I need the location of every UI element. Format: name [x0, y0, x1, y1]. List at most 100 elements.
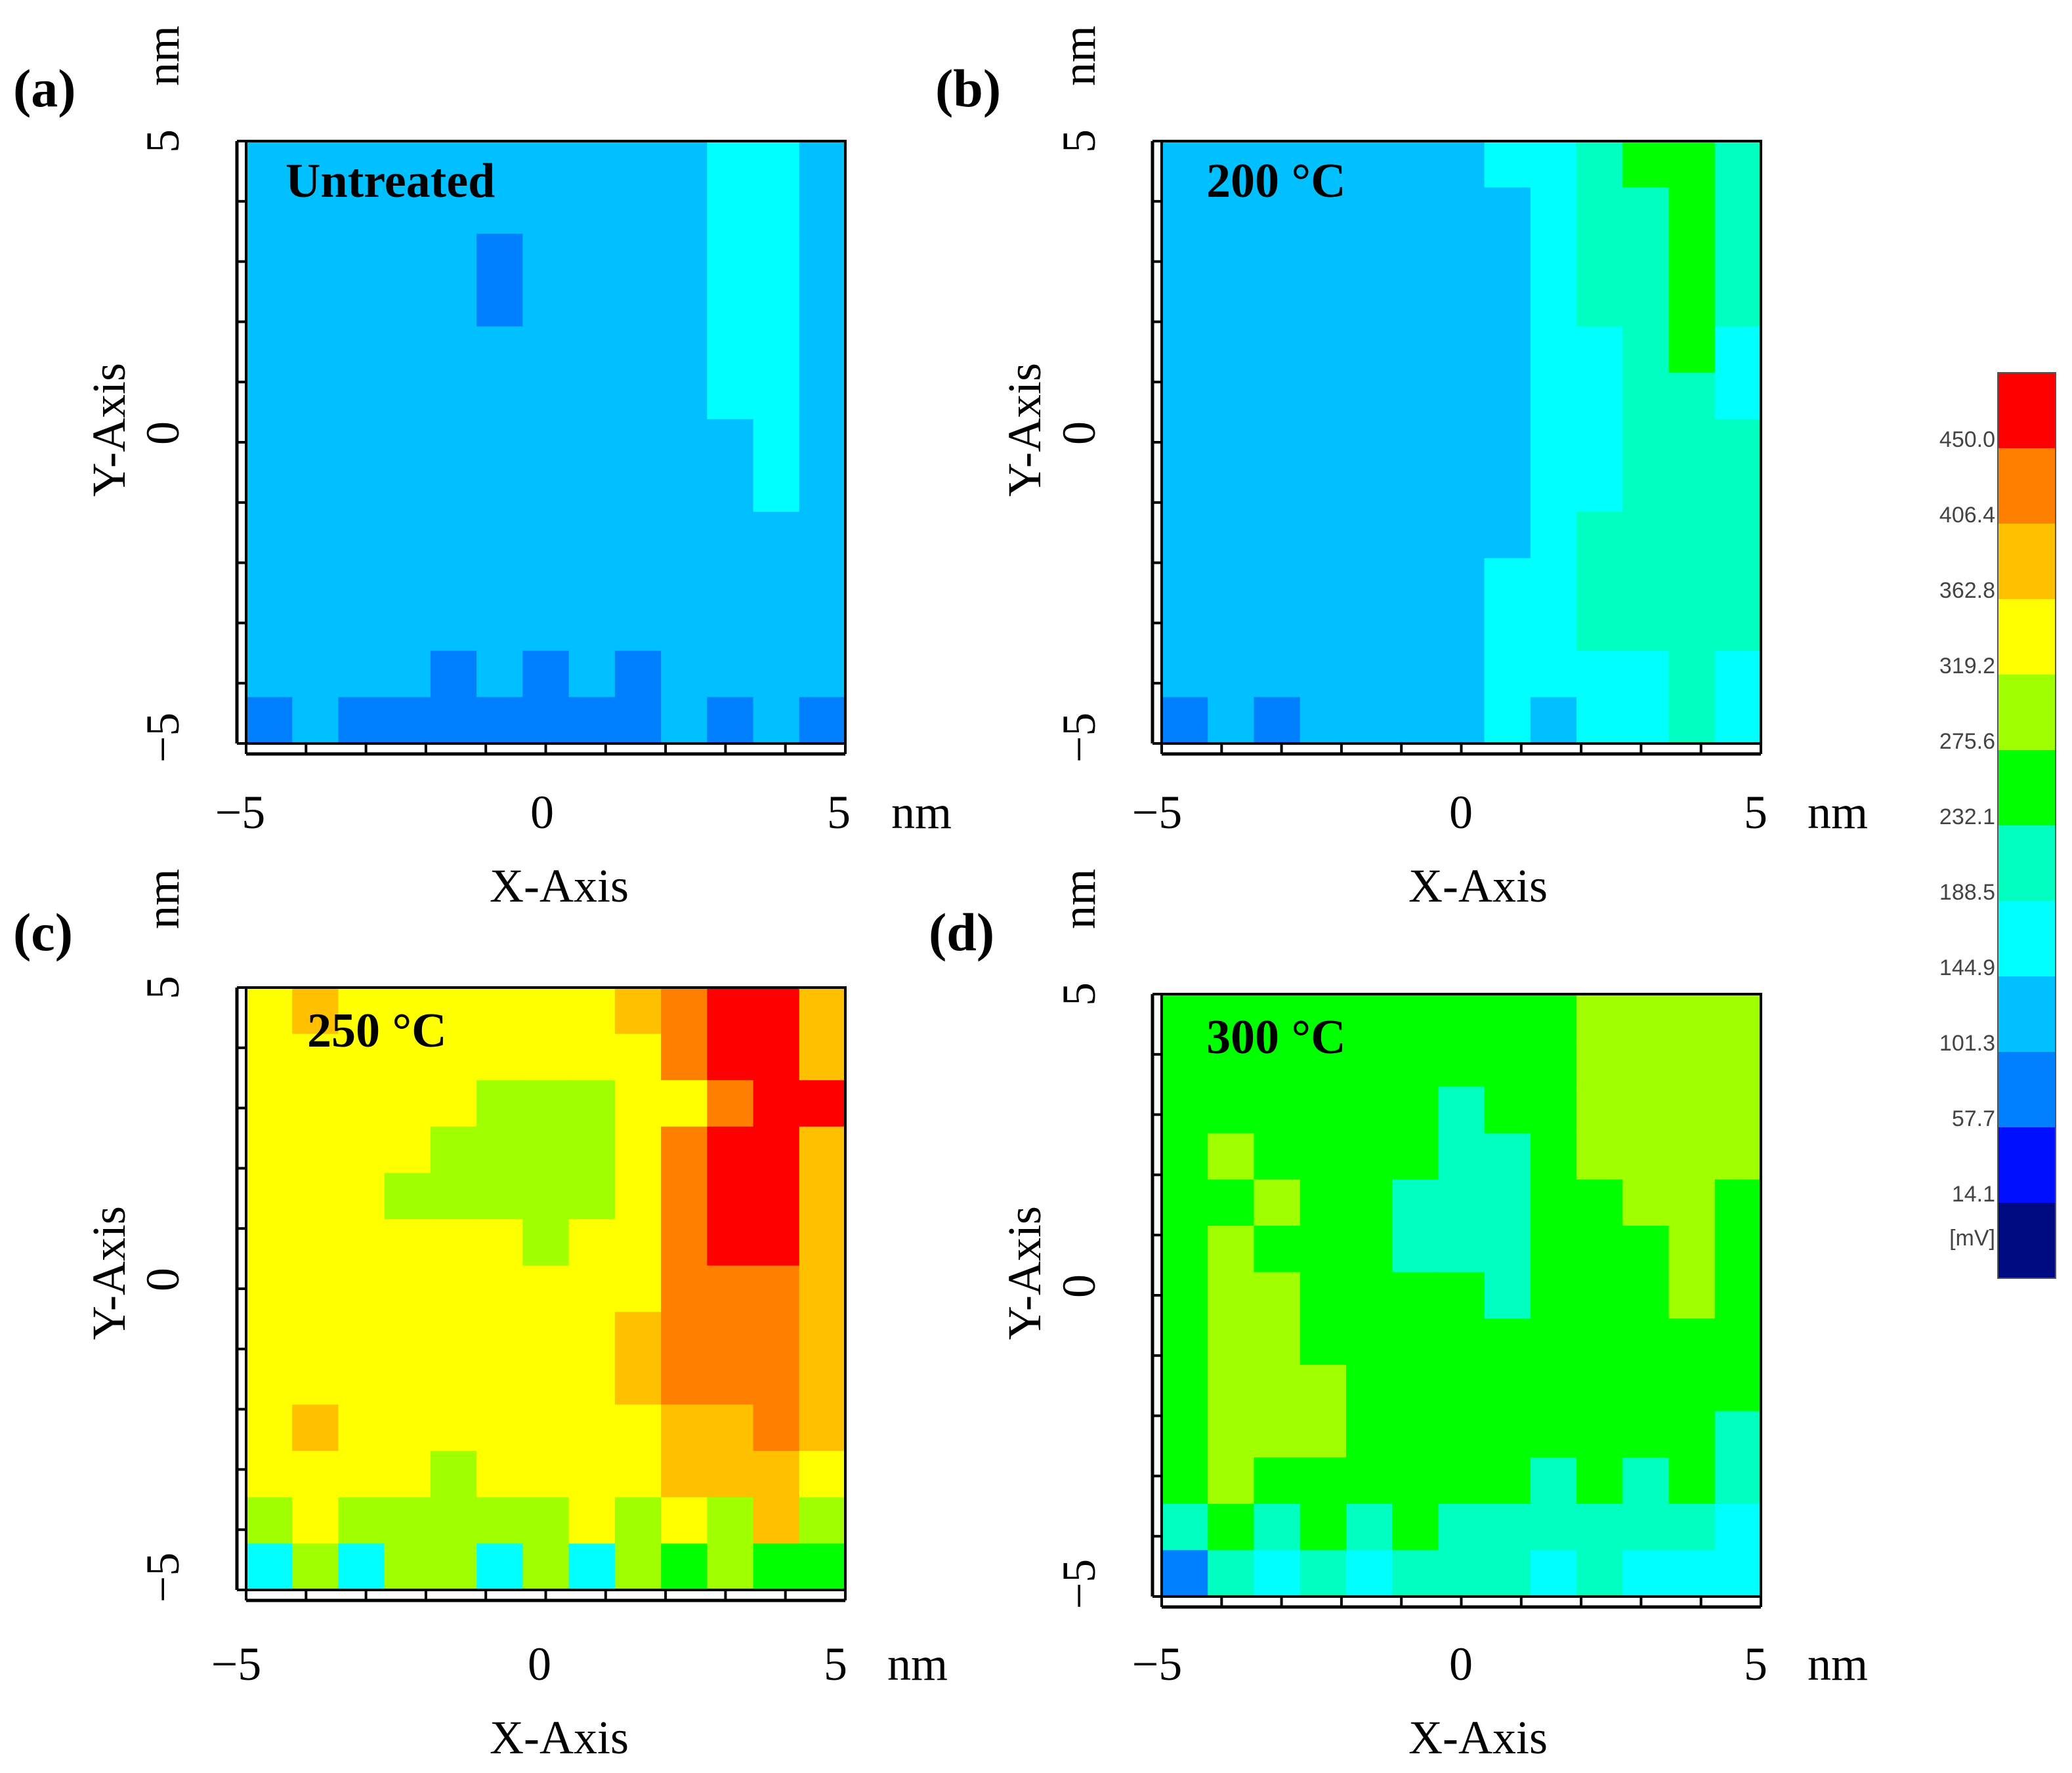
heatmap-cell	[384, 373, 431, 420]
y-tick-label: 5	[137, 129, 189, 153]
heatmap-cell	[614, 465, 662, 512]
heatmap-cell	[568, 1080, 616, 1127]
heatmap-cell	[1208, 1087, 1255, 1134]
heatmap-cell	[1345, 1411, 1393, 1458]
heatmap-cell	[1300, 1087, 1347, 1134]
colorbar-unit: [mV]	[1949, 1226, 1995, 1251]
heatmap-cell	[799, 280, 846, 327]
heatmap-cell	[1162, 1457, 1208, 1505]
heatmap-cell	[707, 465, 754, 512]
heatmap-cell	[522, 1312, 570, 1359]
heatmap-cell	[522, 1404, 570, 1451]
heatmap-cell	[1345, 1503, 1393, 1551]
heatmap-cell	[1668, 1503, 1716, 1551]
heatmap-cell	[799, 326, 846, 373]
heatmap-cell	[614, 604, 662, 652]
heatmap-cell	[1162, 604, 1208, 652]
y-tick-label: −5	[1053, 1559, 1105, 1610]
heatmap-cell	[522, 373, 570, 420]
heatmap-cell	[384, 1497, 431, 1544]
colorbar-label: 101.3	[1939, 1031, 1995, 1056]
heatmap-cell	[1714, 234, 1762, 281]
heatmap-cell	[661, 187, 708, 234]
heatmap-cell	[292, 141, 339, 188]
heatmap-cell	[799, 1497, 846, 1544]
heatmap-cell	[246, 141, 293, 188]
heatmap-cell	[292, 1219, 339, 1266]
heatmap-cell	[753, 465, 800, 512]
heatmap-cell	[1438, 1550, 1485, 1597]
heatmap-cell	[430, 604, 477, 652]
colorbar-label: 144.9	[1939, 955, 1995, 980]
heatmap-cell	[1714, 419, 1762, 466]
heatmap-cell	[1300, 558, 1347, 605]
heatmap-cell	[799, 234, 846, 281]
heatmap-cell	[614, 419, 662, 466]
heatmap-cell	[1484, 1411, 1531, 1458]
heatmap-cell	[1345, 465, 1393, 512]
x-tick-label: −5	[1132, 786, 1183, 839]
heatmap-cell	[522, 558, 570, 605]
heatmap-cell	[338, 1543, 385, 1591]
heatmap-cell	[1438, 1087, 1485, 1134]
heatmap-cell	[568, 1404, 616, 1451]
heatmap-cell	[1484, 1364, 1531, 1412]
heatmap-cell	[1300, 1550, 1347, 1597]
y-axis-title: Y-Axis	[998, 363, 1051, 497]
heatmap-cell	[1254, 1503, 1301, 1551]
y-tick-label: 0	[137, 1268, 189, 1291]
heatmap-cell	[522, 419, 570, 466]
heatmap-cell	[1622, 1272, 1670, 1319]
heatmap-cell	[1622, 1411, 1670, 1458]
x-axis-title: X-Axis	[1408, 1711, 1548, 1764]
heatmap-cell	[614, 1173, 662, 1220]
heatmap-cell	[1576, 1503, 1623, 1551]
heatmap-cell	[799, 650, 846, 698]
heatmap-cell	[707, 1173, 754, 1220]
heatmap-cell	[476, 988, 523, 1035]
y-axis-title: Y-Axis	[83, 1206, 135, 1340]
heatmap-cell	[1714, 141, 1762, 188]
heatmap-cell	[1668, 1272, 1716, 1319]
heatmap-cell	[476, 419, 523, 466]
heatmap-cell	[707, 558, 754, 605]
heatmap-cell	[614, 697, 662, 744]
svg-text:Y-Axis: Y-Axis	[83, 1206, 135, 1340]
heatmap-cell	[476, 1543, 523, 1591]
colorbar-swatch	[1998, 373, 2056, 449]
heatmap-cell	[753, 604, 800, 652]
heatmap-cell	[661, 234, 708, 281]
heatmap-cell	[1162, 141, 1208, 188]
heatmap-cell	[430, 988, 477, 1035]
heatmap-cell	[1345, 1040, 1393, 1087]
heatmap-cell	[1392, 141, 1439, 188]
heatmap-cell	[1300, 697, 1347, 744]
heatmap-cell	[1622, 326, 1670, 373]
heatmap-cell	[1484, 1179, 1531, 1226]
heatmap-cell	[661, 419, 708, 466]
heatmap-cell	[799, 419, 846, 466]
heatmap-cell	[568, 558, 616, 605]
heatmap-cell	[338, 234, 385, 281]
heatmap-cell	[1208, 465, 1255, 512]
heatmap-cell	[1300, 994, 1347, 1041]
heatmap-cell	[476, 373, 523, 420]
heatmap-cell	[338, 187, 385, 234]
y-tick-label: 5	[1053, 982, 1105, 1006]
x-ticks	[245, 1590, 847, 1602]
y-tick-label: 0	[1053, 421, 1105, 445]
heatmap-cell	[384, 697, 431, 744]
heatmap-cell	[1392, 1087, 1439, 1134]
colorbar-swatch	[1998, 901, 2056, 977]
heatmap-cell	[522, 988, 570, 1035]
heatmap-cell	[1668, 650, 1716, 698]
heatmap-cell	[799, 604, 846, 652]
heatmap-cell	[1300, 234, 1347, 281]
heatmap-cell	[338, 280, 385, 327]
heatmap-cell	[1714, 650, 1762, 698]
heatmap-cell	[1530, 511, 1577, 559]
heatmap-cell	[1345, 511, 1393, 559]
heatmap-cell	[753, 1451, 800, 1498]
panel-label: (a)	[13, 58, 76, 118]
heatmap-cell	[1530, 280, 1577, 327]
